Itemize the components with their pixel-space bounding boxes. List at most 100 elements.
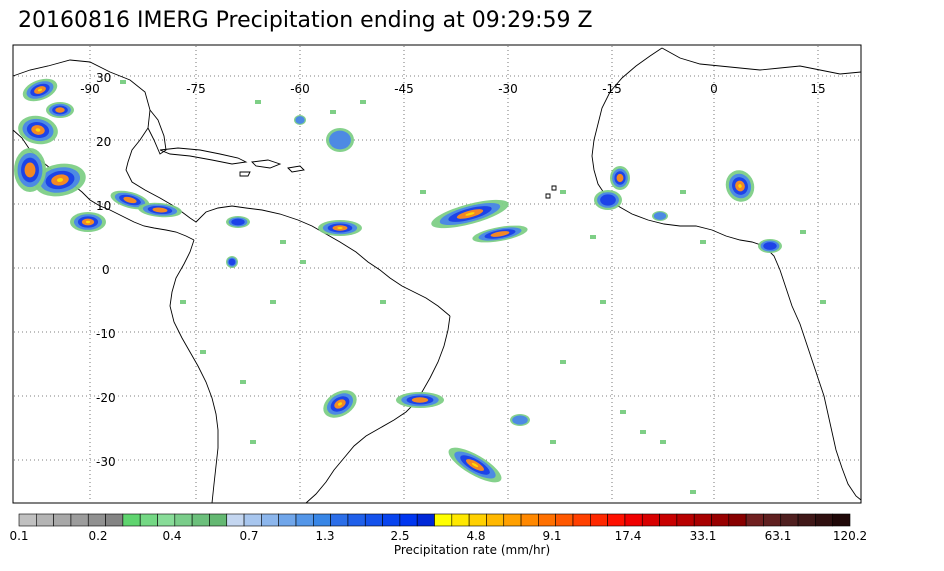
colorbar-label: 0.4 [162,529,182,543]
precip-speck [270,300,276,304]
colorbar-swatch [832,513,851,527]
lat-label: -30 [96,455,116,469]
colorbar-swatch [191,513,210,527]
precip-cell [70,212,106,232]
precip-cell [448,447,502,483]
colorbar [18,513,851,527]
colorbar-swatch [209,513,228,527]
colorbar-label: 9.1 [542,529,562,543]
precip-speck [255,100,261,104]
colorbar-swatch [364,513,383,527]
precip-cell [138,202,182,218]
precip-cell [14,148,46,192]
lat-label: 0 [102,263,110,277]
precip-speck [550,440,556,444]
precip-speck [690,490,696,494]
colorbar-label: 2.5 [390,529,410,543]
lon-label: -60 [290,82,310,96]
precip-speck [560,360,566,364]
colorbar-swatch [572,513,591,527]
precip-cell [22,78,58,102]
colorbar-swatch [139,513,158,527]
precip-speck [600,300,606,304]
precip-speck [640,430,646,434]
colorbar-swatch [347,513,366,527]
colorbar-swatch [780,513,799,527]
lat-label: -10 [96,327,116,341]
colorbar-swatch [815,513,833,527]
colorbar-swatch [728,513,747,527]
precip-speck [560,190,566,194]
precip-cell [472,225,528,243]
colorbar-swatch [122,513,141,527]
colorbar-swatch [590,513,608,527]
precip-cell [226,216,250,228]
colorbar-title: Precipitation rate (mm/hr) [393,543,551,557]
precip-cell [396,392,444,408]
lon-label: 0 [710,82,718,96]
precip-speck [120,80,126,84]
precip-speck [420,190,426,194]
precip-speck [620,410,626,414]
precip-cell [652,211,668,221]
colorbar-label: 17.4 [614,529,642,543]
map-title: 20160816 IMERG Precipitation ending at 0… [18,8,593,33]
precip-speck [250,440,256,444]
precip-cell [758,239,782,253]
precip-speck [280,240,286,244]
colorbar-swatch [416,513,435,527]
colorbar-label: 4.8 [466,529,486,543]
colorbar-swatch [676,513,695,527]
colorbar-label: 63.1 [764,529,792,543]
colorbar-swatch [382,513,401,527]
colorbar-swatch [313,513,331,527]
colorbar-swatch [399,513,418,527]
colorbar-swatch [520,513,539,527]
precip-speck [680,190,686,194]
lon-label: -45 [394,82,414,96]
precip-speck [200,350,206,354]
lon-label: -75 [186,82,206,96]
lon-label: -90 [80,82,100,96]
lon-label: -30 [498,82,518,96]
precip-cell [323,390,357,418]
colorbar-label: 0.7 [239,529,259,543]
precip-cell [510,414,530,426]
colorbar-swatch [797,513,816,527]
colorbar-swatch [607,513,626,527]
axis-labels: -90 -75 -60 -45 -30 -15 0 15 30 20 10 0 … [80,71,825,469]
precip-cell [318,220,362,236]
lon-label: -15 [602,82,622,96]
map-frame [12,44,862,504]
precip-cell [431,199,509,229]
colorbar-swatch [87,513,106,527]
precip-cell [294,115,306,125]
colorbar-swatch [18,513,37,527]
lat-label: -20 [96,391,116,405]
colorbar-swatch [157,513,176,527]
colorbar-labels: 0.1 0.2 0.4 0.7 1.3 2.5 4.8 9.1 17.4 33.… [0,529,944,545]
colorbar-swatch [278,513,297,527]
colorbar-swatch [174,513,193,527]
precip-speck [700,240,706,244]
colorbar-swatch [745,513,764,527]
colorbar-swatch [468,513,487,527]
precip-cell [594,190,622,210]
colorbar-swatch [434,513,453,527]
colorbar-swatch [261,513,279,527]
colorbar-swatch [53,513,72,527]
colorbar-swatch [486,513,505,527]
precip-speck [330,110,336,114]
colorbar-swatch [295,513,314,527]
colorbar-swatch [624,513,643,527]
colorbar-swatch [105,513,124,527]
colorbar-swatch [70,513,89,527]
colorbar-swatch [226,513,245,527]
colorbar-swatch [693,513,712,527]
precip-cell [725,170,755,202]
colorbar-swatch [763,513,782,527]
precip-speck [800,230,806,234]
colorbar-label: 1.3 [315,529,335,543]
precip-speck [360,100,366,104]
